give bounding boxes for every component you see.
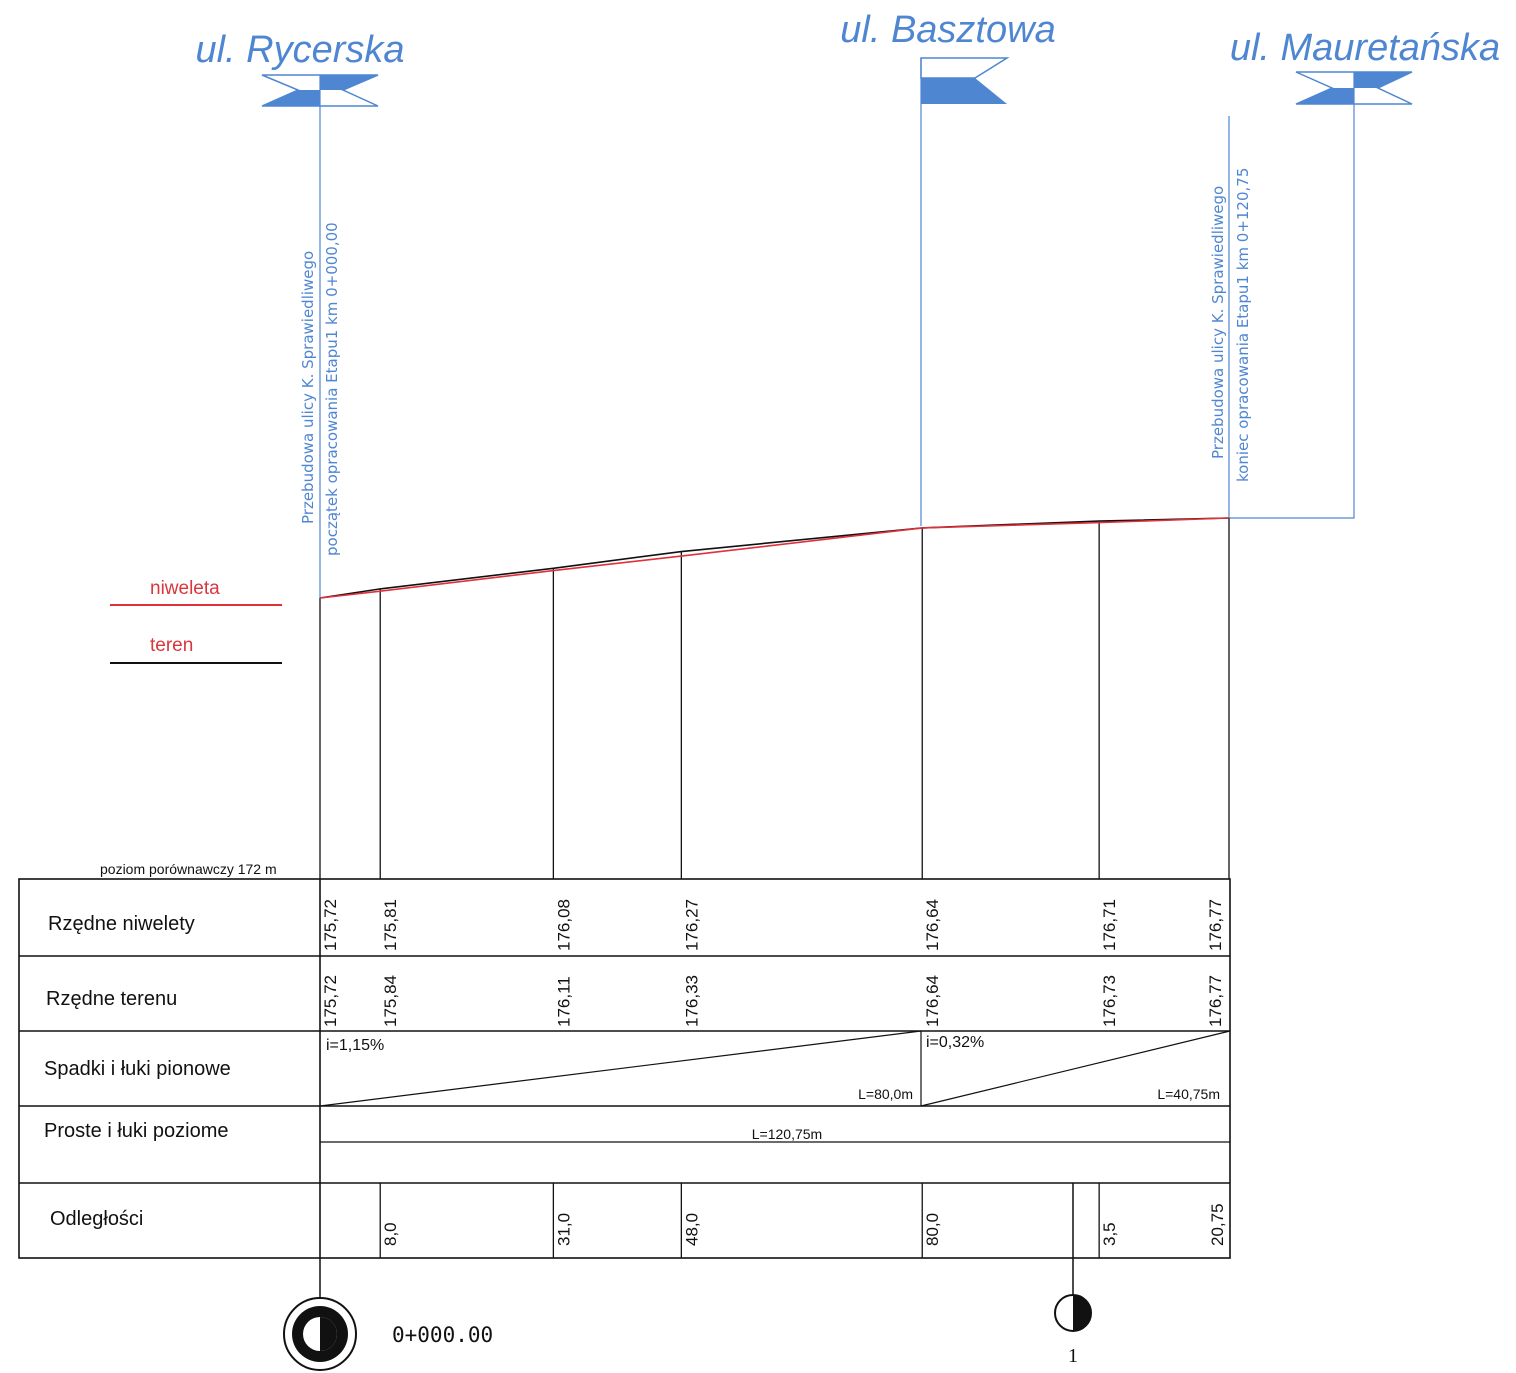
- niweleta-value: 176,71: [1100, 899, 1119, 951]
- legend-teren-label: teren: [150, 635, 193, 656]
- profile-table: [18, 878, 1231, 1259]
- teren-value: 175,84: [381, 975, 400, 1027]
- end-annotation-line2: koniec opracowania Etapu1 km 0+120,75: [1234, 168, 1252, 482]
- distance-value: 80,0: [923, 1213, 942, 1246]
- teren-value: 176,64: [923, 975, 942, 1027]
- teren-value: 176,11: [554, 976, 573, 1027]
- start-annotation-line2: początek opracowania Etapu1 km 0+000,00: [323, 222, 341, 556]
- distance-value: 31,0: [554, 1213, 573, 1246]
- teren-value: 176,77: [1206, 975, 1225, 1027]
- row-label-spadki: Spadki i łuki pionowe: [44, 1058, 231, 1080]
- start-annotation-line1: Przebudowa ulicy K. Sprawiedliwego: [299, 251, 317, 524]
- series-line-niweleta: [319, 517, 1230, 599]
- end-annotation-line1: Przebudowa ulicy K. Sprawiedliwego: [1209, 186, 1227, 459]
- niweleta-value: 176,77: [1206, 899, 1225, 951]
- gradient-label-2: i=0,32%: [926, 1034, 984, 1051]
- row-label-odleglosci: Odległości: [50, 1208, 143, 1230]
- teren-value: 176,33: [682, 975, 701, 1027]
- street-name-basztowa: ul. Basztowa: [840, 9, 1055, 51]
- teren-value: 175,72: [321, 975, 340, 1027]
- legend-niweleta-label: niweleta: [150, 578, 220, 599]
- teren-values: 175,72 175,84 176,11 176,33 176,64 176,73 176,…: [321, 975, 1225, 1027]
- distance-value: 8,0: [381, 1222, 400, 1246]
- station-lines: [319, 518, 1230, 879]
- section-1-marker-icon: [1054, 1294, 1092, 1332]
- series-line-teren: [319, 517, 1230, 599]
- niweleta-values: 175,72 175,81 176,08 176,27 176,64 176,71 176,…: [321, 899, 1225, 951]
- gradient-label-1: i=1,15%: [326, 1037, 384, 1054]
- distance-value: 48,0: [682, 1213, 701, 1246]
- horizontal-length: L=120,75m: [752, 1126, 822, 1142]
- niweleta-value: 176,08: [554, 899, 573, 951]
- distance-cells: 8,0 31,0 48,0 80,0 3,5 20,75: [379, 1183, 1227, 1258]
- start-km-label: 0+000.00: [392, 1323, 493, 1347]
- street-name-mauretanska: ul. Mauretańska: [1230, 27, 1500, 69]
- distance-value: 20,75: [1208, 1203, 1227, 1246]
- mauretanska-connector-line: [1228, 72, 1355, 519]
- teren-value: 176,73: [1100, 975, 1119, 1027]
- niweleta-value: 176,64: [923, 899, 942, 951]
- row-label-niweleta: Rzędne niwelety: [48, 913, 195, 935]
- reference-level-label: poziom porównawczy 172 m: [100, 861, 277, 877]
- gradient-length-2: L=40,75m: [1157, 1086, 1220, 1102]
- gradient-length-1: L=80,0m: [858, 1086, 913, 1102]
- row-label-teren: Rzędne terenu: [46, 988, 177, 1010]
- start-section-marker-icon: [283, 1297, 357, 1371]
- street-marker-middle-icon: [920, 57, 1010, 104]
- street-name-rycerska: ul. Rycerska: [195, 29, 404, 71]
- niweleta-value: 176,27: [682, 899, 701, 951]
- niweleta-value: 175,72: [321, 899, 340, 951]
- distance-value: 3,5: [1100, 1222, 1119, 1246]
- niweleta-value: 175,81: [381, 899, 400, 951]
- section-1-label: 1: [1068, 1345, 1078, 1367]
- row-label-proste: Proste i łuki poziome: [44, 1120, 229, 1142]
